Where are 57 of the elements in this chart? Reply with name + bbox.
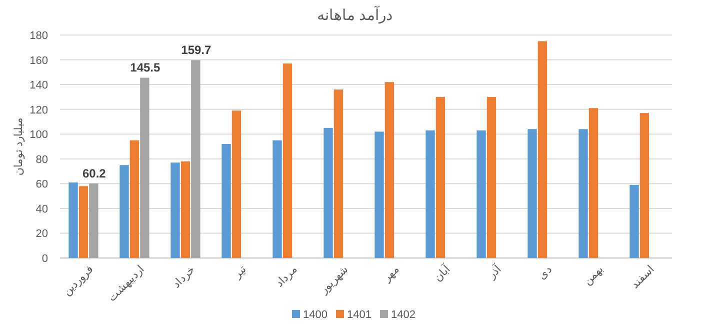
bar bbox=[538, 41, 548, 258]
bar bbox=[89, 183, 98, 258]
bar bbox=[170, 162, 180, 258]
y-tick-label: 100 bbox=[30, 129, 48, 142]
bar bbox=[476, 130, 486, 258]
bar bbox=[78, 186, 88, 258]
bar bbox=[282, 63, 292, 258]
x-tick-label: آذر bbox=[484, 262, 504, 282]
bar bbox=[140, 78, 150, 258]
data-label: 159.7 bbox=[181, 43, 212, 58]
legend-label: 1402 bbox=[391, 309, 416, 321]
bar bbox=[436, 96, 446, 258]
chart-title: درآمد ماهانه bbox=[316, 6, 394, 24]
bar bbox=[578, 129, 588, 258]
bar bbox=[486, 96, 496, 258]
bar bbox=[334, 90, 344, 258]
bar bbox=[120, 165, 129, 258]
bar bbox=[374, 132, 384, 258]
x-tick-label: اسفند bbox=[629, 264, 657, 292]
bar bbox=[384, 82, 394, 258]
bar bbox=[232, 110, 242, 258]
bar bbox=[180, 161, 190, 258]
y-tick-label: 20 bbox=[36, 228, 48, 240]
x-tick-label: فروردین bbox=[60, 264, 96, 298]
bar bbox=[191, 60, 200, 258]
data-label: 145.5 bbox=[130, 60, 161, 75]
bar bbox=[640, 113, 650, 258]
y-tick-label: 120 bbox=[30, 104, 48, 116]
legend-label: 1401 bbox=[347, 309, 372, 321]
x-tick-label: خرداد bbox=[170, 264, 198, 291]
x-tick-label: شهریور bbox=[317, 264, 351, 297]
x-tick-label: بهمن bbox=[582, 264, 606, 288]
bar bbox=[324, 128, 333, 258]
x-tick-label: تیر bbox=[230, 264, 249, 282]
legend-label: 1400 bbox=[303, 309, 328, 321]
y-tick-label: 80 bbox=[36, 154, 48, 166]
y-tick-label: 40 bbox=[36, 203, 48, 216]
y-tick-label: 60 bbox=[36, 178, 48, 191]
bar bbox=[426, 130, 435, 258]
x-tick-label: دی bbox=[536, 264, 555, 282]
y-tick-label: 180 bbox=[30, 30, 48, 42]
y-tick-label: 160 bbox=[30, 54, 48, 67]
x-tick-label: اردیبهشت bbox=[106, 264, 147, 304]
bar bbox=[222, 144, 231, 258]
bar bbox=[588, 108, 598, 258]
x-tick-label: مهر bbox=[380, 264, 402, 285]
bar bbox=[630, 184, 639, 258]
bar bbox=[68, 182, 78, 258]
x-tick-label: مرداد bbox=[273, 264, 300, 290]
y-axis-title: میلیارد تومان bbox=[13, 117, 25, 176]
bar bbox=[272, 140, 282, 258]
y-tick-label: 0 bbox=[42, 253, 48, 265]
y-tick-label: 140 bbox=[30, 80, 48, 92]
bar bbox=[130, 140, 140, 258]
bar bbox=[528, 129, 537, 258]
data-label: 60.2 bbox=[82, 166, 106, 180]
x-tick-label: آبان bbox=[431, 262, 454, 284]
